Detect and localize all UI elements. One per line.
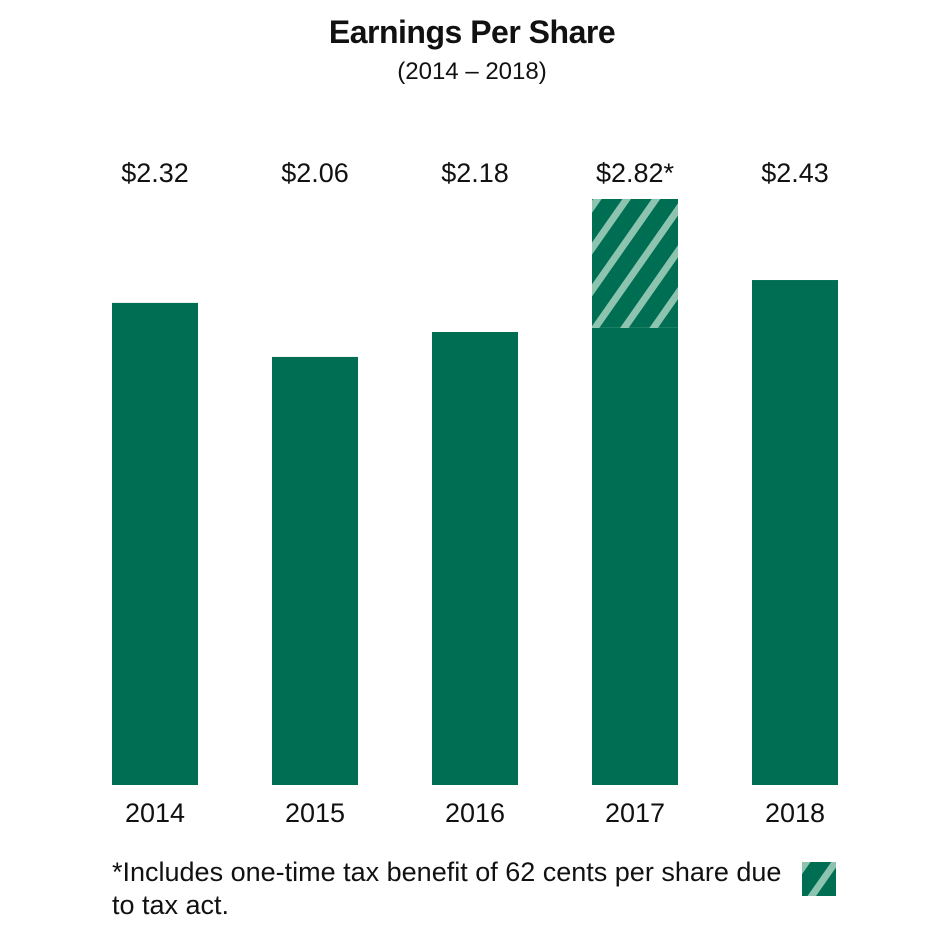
chart-title: Earnings Per Share (328, 14, 616, 50)
value-label-2015: $2.06 (281, 158, 349, 188)
value-label-2016: $2.18 (441, 158, 509, 188)
bar-2014 (112, 302, 198, 785)
bar-segment-tax-benefit-2017 (592, 199, 678, 328)
footnote: *Includes one-time tax benefit of 62 cen… (112, 857, 782, 920)
value-label-2017: $2.82* (596, 158, 675, 188)
bar-2017 (592, 327, 678, 785)
tax-benefit-legend-swatch (802, 862, 836, 896)
value-label-2018: $2.43 (761, 158, 829, 188)
chart-subtitle: (2014 – 2018) (397, 58, 547, 85)
x-tick-label-2018: 2018 (765, 798, 825, 828)
x-tick-label-2014: 2014 (125, 798, 185, 828)
bar-2016 (432, 331, 518, 785)
x-tick-label-2017: 2017 (605, 798, 665, 828)
bar-2015 (272, 356, 358, 785)
x-tick-label-2016: 2016 (445, 798, 505, 828)
bar-2018 (752, 280, 838, 785)
x-tick-label-2015: 2015 (285, 798, 345, 828)
value-label-2014: $2.32 (121, 158, 189, 188)
